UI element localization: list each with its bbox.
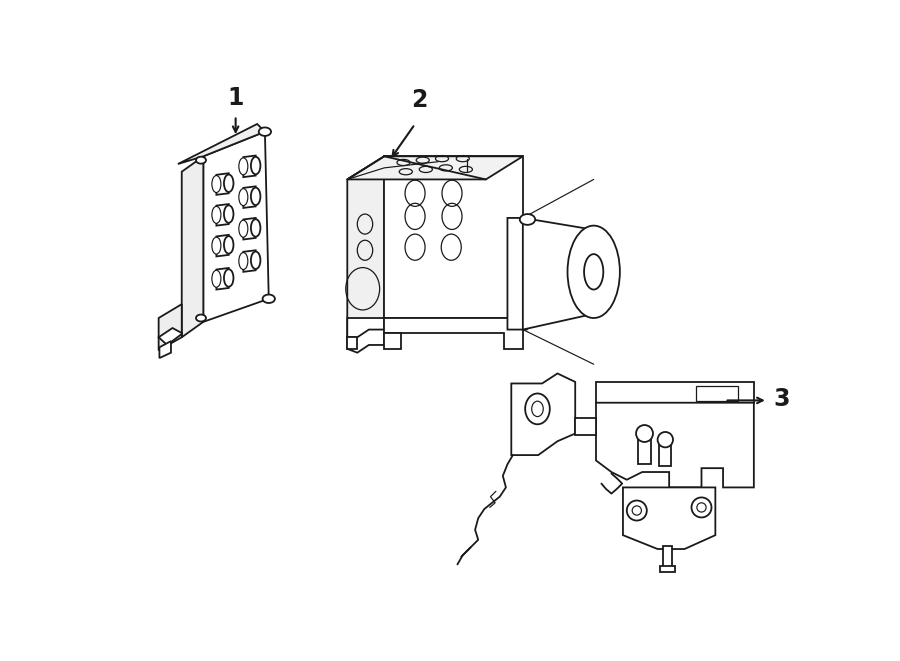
Polygon shape	[243, 186, 256, 208]
Polygon shape	[243, 251, 256, 272]
Ellipse shape	[238, 158, 248, 175]
Text: 1: 1	[228, 86, 244, 110]
Ellipse shape	[224, 206, 233, 223]
Polygon shape	[575, 418, 596, 435]
Ellipse shape	[251, 252, 260, 269]
Polygon shape	[660, 566, 675, 572]
Ellipse shape	[212, 176, 220, 192]
Polygon shape	[523, 218, 592, 330]
Ellipse shape	[251, 188, 260, 205]
Ellipse shape	[212, 237, 220, 254]
Polygon shape	[158, 328, 183, 345]
Polygon shape	[623, 487, 716, 549]
Ellipse shape	[691, 498, 712, 518]
Polygon shape	[158, 304, 182, 350]
Polygon shape	[347, 318, 384, 353]
Polygon shape	[216, 268, 229, 290]
Ellipse shape	[212, 270, 220, 288]
Ellipse shape	[658, 432, 673, 447]
Polygon shape	[508, 218, 546, 330]
Polygon shape	[596, 382, 754, 403]
Ellipse shape	[224, 269, 233, 287]
Polygon shape	[663, 546, 672, 568]
Polygon shape	[596, 403, 754, 487]
Polygon shape	[159, 341, 171, 358]
Polygon shape	[347, 156, 384, 337]
Ellipse shape	[251, 219, 260, 237]
Ellipse shape	[263, 295, 274, 303]
Ellipse shape	[224, 236, 233, 254]
Polygon shape	[638, 434, 651, 464]
Polygon shape	[347, 156, 523, 179]
Polygon shape	[243, 218, 256, 239]
Ellipse shape	[212, 206, 220, 223]
Polygon shape	[384, 333, 401, 349]
Polygon shape	[203, 132, 269, 322]
Ellipse shape	[520, 214, 536, 225]
Polygon shape	[659, 440, 671, 466]
Polygon shape	[384, 318, 523, 349]
Polygon shape	[243, 155, 256, 177]
Polygon shape	[216, 173, 229, 195]
Ellipse shape	[584, 254, 603, 290]
Polygon shape	[696, 386, 738, 401]
Ellipse shape	[532, 401, 544, 416]
Ellipse shape	[636, 425, 653, 442]
Ellipse shape	[196, 157, 206, 164]
Polygon shape	[511, 373, 575, 455]
Text: 2: 2	[410, 88, 428, 112]
Ellipse shape	[238, 253, 248, 270]
Polygon shape	[384, 156, 523, 318]
Ellipse shape	[526, 393, 550, 424]
Ellipse shape	[626, 500, 647, 520]
Polygon shape	[216, 204, 229, 225]
Ellipse shape	[251, 157, 260, 175]
Polygon shape	[182, 156, 203, 337]
Ellipse shape	[238, 188, 248, 206]
Text: 3: 3	[774, 387, 790, 411]
Ellipse shape	[258, 128, 271, 136]
Ellipse shape	[224, 175, 233, 192]
Polygon shape	[216, 235, 229, 256]
Ellipse shape	[568, 225, 620, 318]
Polygon shape	[178, 124, 265, 164]
Ellipse shape	[238, 220, 248, 237]
Polygon shape	[347, 337, 357, 349]
Ellipse shape	[196, 315, 206, 321]
